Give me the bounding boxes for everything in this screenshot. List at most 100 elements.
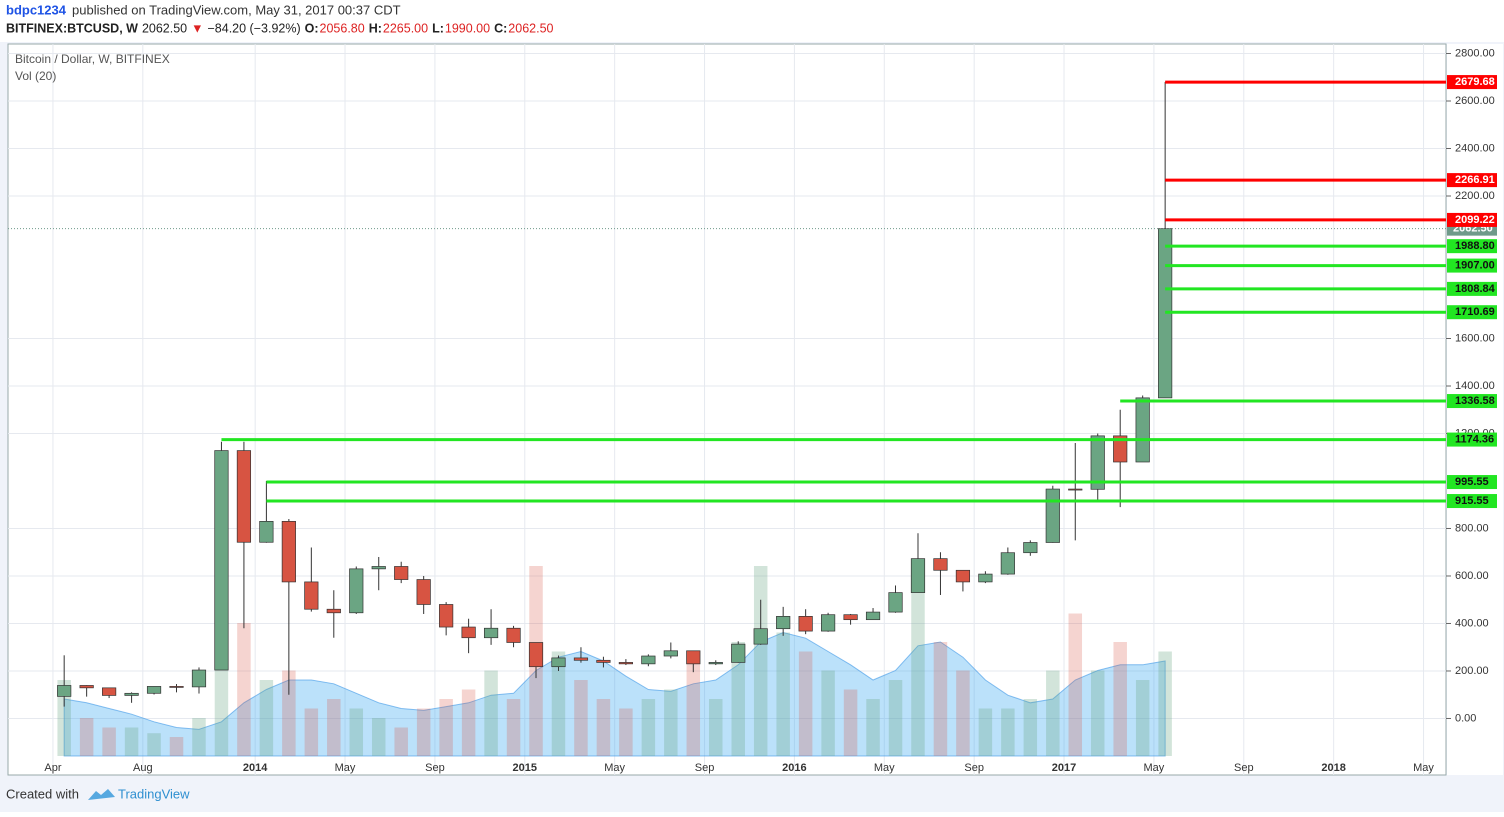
volume-bar (776, 632, 790, 756)
volume-bar (664, 689, 678, 756)
y-tick-label: 600.00 (1455, 570, 1489, 582)
level-label: 2099.22 (1455, 214, 1495, 226)
volume-bar (57, 680, 71, 756)
level-label: 1988.80 (1455, 240, 1495, 252)
volume-bar (1113, 642, 1127, 756)
x-tick-label: 2018 (1321, 762, 1345, 774)
plot-frame (7, 43, 1447, 776)
candle-body (618, 662, 633, 665)
volume-bar (147, 733, 161, 756)
level-label: 995.55 (1455, 476, 1489, 488)
candle-body (281, 521, 296, 583)
candle-body (394, 566, 409, 580)
candle-body (933, 558, 948, 571)
volume-bar (1090, 670, 1105, 756)
candle-body (528, 642, 544, 668)
volume-bar (259, 680, 274, 756)
volume-bar (237, 623, 251, 756)
level-label: 1336.58 (1455, 395, 1495, 407)
candle-body (214, 450, 229, 671)
header-symbol: BITFINEX:BTCUSD, W (6, 21, 138, 35)
y-tick-label: 2800.00 (1455, 47, 1495, 59)
price-axis-bg (1447, 44, 1503, 775)
volume-bar (619, 708, 633, 756)
x-tick-label: 2015 (513, 762, 537, 774)
volume-bar (1068, 613, 1083, 756)
candle-body (236, 450, 252, 543)
volume-bar (282, 670, 296, 756)
x-tick-label: 2016 (782, 762, 806, 774)
volume-bar (731, 642, 745, 756)
y-tick-label: 1400.00 (1455, 380, 1495, 392)
x-tick-label: Aug (133, 762, 153, 774)
volume-bar (709, 699, 723, 756)
volume-bar (169, 737, 184, 756)
candle-body (888, 592, 903, 613)
candle-body (146, 686, 162, 694)
volume-bar (978, 708, 993, 756)
username[interactable]: bdpc1234 (6, 2, 67, 17)
header-c-label: C: (494, 21, 507, 35)
candle-body (1023, 542, 1038, 554)
footer-brand[interactable]: TradingView (118, 786, 190, 801)
x-tick-label: Sep (695, 762, 715, 774)
candle-body (57, 685, 72, 697)
volume-bar (327, 699, 341, 756)
candle-body (776, 616, 791, 630)
level-box (1447, 305, 1497, 320)
volume-bar (349, 708, 364, 756)
level-box (1447, 394, 1497, 409)
candle-body (843, 614, 858, 621)
plot (8, 44, 1446, 775)
candle-body (416, 579, 431, 605)
volume-bar (1046, 670, 1060, 756)
y-tick-label: 0.00 (1455, 712, 1476, 724)
volume-bar (574, 680, 588, 756)
candle-body (124, 692, 139, 696)
header-c: 2062.50 (508, 21, 553, 35)
x-tick-label: Sep (425, 762, 445, 774)
volume-bar (394, 727, 408, 756)
level-label: 1710.69 (1455, 306, 1495, 318)
header-o: 2056.80 (320, 21, 365, 35)
candle-body (663, 650, 678, 657)
footer-created: Created with (6, 786, 79, 801)
candle-body (439, 604, 454, 628)
volume-bar (641, 699, 656, 756)
volume-bar (821, 670, 835, 756)
y-tick-label: 2400.00 (1455, 142, 1495, 154)
candle-body (1045, 488, 1060, 543)
volume-bar (753, 566, 768, 756)
header-arrow: ▼ (191, 21, 203, 35)
candle-body (483, 627, 499, 639)
level-box (1447, 281, 1497, 296)
candle-body (910, 558, 926, 593)
level-label: 2266.91 (1455, 174, 1495, 186)
volume-bar (686, 661, 701, 756)
volume-bar (596, 699, 611, 756)
y-tick-label: 1600.00 (1455, 332, 1495, 344)
candle-body (573, 657, 589, 661)
x-tick-label: May (874, 762, 895, 774)
x-tick-label: Apr (44, 762, 61, 774)
candle-body (1000, 552, 1015, 575)
candle-body (191, 669, 207, 688)
symbol-line: BITFINEX:BTCUSD, W 2062.50 ▼ −84.20 (−3.92%… (6, 21, 554, 35)
candle-body (865, 611, 881, 621)
y-tick-label: 400.00 (1455, 617, 1489, 629)
candle-body (371, 566, 386, 570)
x-tick-label: Sep (1234, 762, 1254, 774)
y-tick-label: 800.00 (1455, 522, 1489, 534)
candle-body (686, 650, 701, 665)
candle-body (506, 627, 521, 643)
volume-bar (888, 680, 903, 756)
header-o-label: O: (305, 21, 319, 35)
volume-bar (371, 718, 386, 756)
brand-logo (88, 789, 115, 800)
candle-body (169, 686, 184, 688)
candle-body (708, 662, 723, 665)
volume-bar (124, 727, 139, 756)
y-tick-label: 2600.00 (1455, 95, 1495, 107)
volume-label: Vol (20) (15, 69, 56, 83)
candle-body (1090, 435, 1105, 490)
